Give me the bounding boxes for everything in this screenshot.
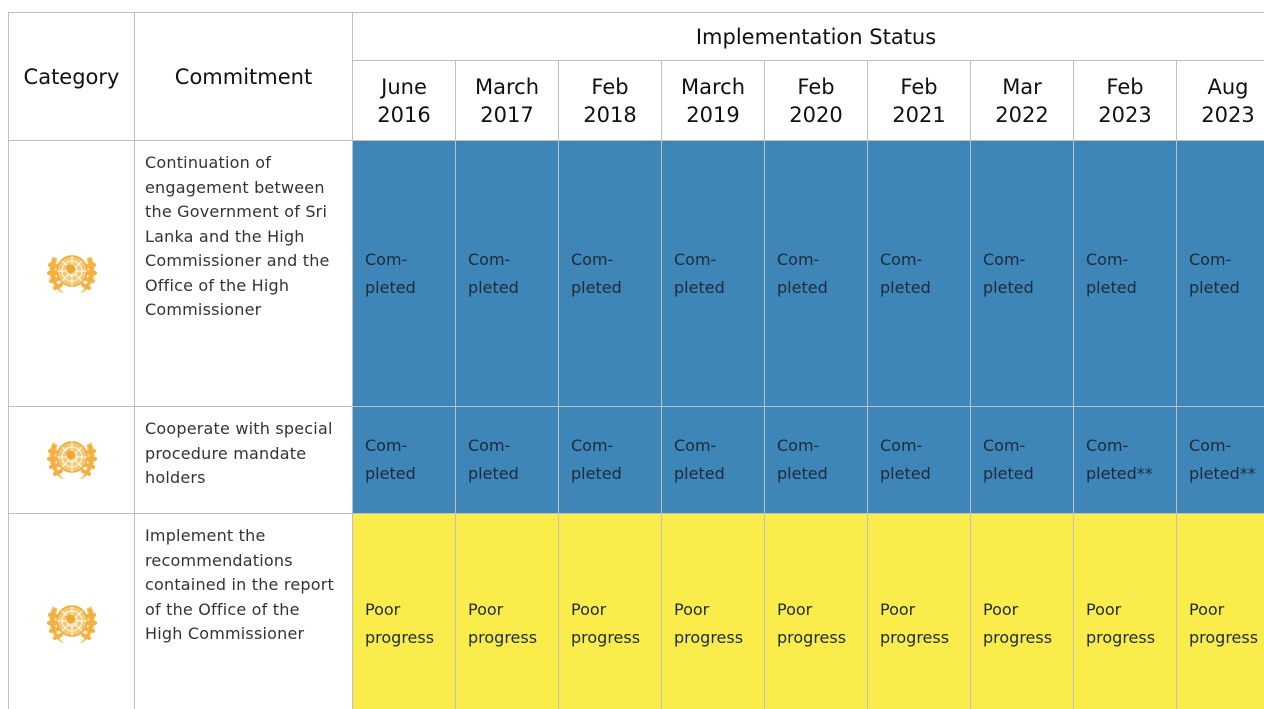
date-header: Feb 2020 [764,60,868,141]
status-cell: Poor progress [867,513,971,709]
status-cell: Poor progress [352,513,456,709]
date-header: Feb 2018 [558,60,662,141]
status-cell: Com-pleted [764,406,868,514]
status-text: Poor progress [674,599,744,647]
date-month: Aug [1207,74,1249,99]
date-header: Feb 2021 [867,60,971,141]
status-cell: Com-pleted [558,406,662,514]
date-month: Feb [797,74,835,99]
status-cell: Poor progress [661,513,765,709]
date-month: Feb [591,74,629,99]
commitment-cell: Continuation of engagement between the G… [134,140,353,407]
status-text: Poor progress [1086,599,1156,647]
status-cell: Com-pleted [661,140,765,407]
status-text: Com-pleted [777,436,828,483]
date-month: March [474,74,539,99]
category-header: Category [8,12,135,141]
status-text: Com-pleted [674,249,725,297]
status-text: Com-pleted** [1086,436,1153,483]
status-text: Poor progress [983,599,1053,647]
status-cell: Poor progress [970,513,1074,709]
status-cell: Com-pleted [867,140,971,407]
date-month: Feb [1106,74,1144,99]
date-year: 2019 [686,102,740,127]
status-cell: Poor progress [558,513,662,709]
status-cell: Com-pleted [1073,140,1177,407]
date-header: March 2017 [455,60,559,141]
row: Implement the recommendations contained … [8,513,1264,709]
commitment-cell: Implement the recommendations contained … [134,513,353,709]
date-header: Mar 2022 [970,60,1074,141]
status-text: Poor progress [777,599,847,647]
group-header: Implementation Status [351,12,1264,61]
status-table: Category Commitment Implementation Statu… [8,12,1264,709]
commitment-cell: Cooperate with special procedure mandate… [134,406,353,514]
date-year: 2022 [995,102,1049,127]
status-text: Com-pleted [365,436,416,483]
un-emblem [46,254,97,293]
date-month: Mar [1002,74,1042,99]
date-month: Feb [900,74,938,99]
status-cell: Com-pleted [661,406,765,514]
date-year: 2018 [583,102,637,127]
category-cell [8,406,135,514]
status-text: Com-pleted [983,436,1034,483]
status-cell: Com-pleted [970,140,1074,407]
date-year: 2021 [892,102,946,127]
status-cell: Com-pleted** [1073,406,1177,514]
status-text: Poor progress [1189,599,1259,647]
status-cell: Com-pleted [455,140,559,407]
status-text: Com-pleted [983,249,1034,297]
status-cell: Com-pleted** [1175,406,1264,514]
status-cell: Poor progress [1175,513,1264,709]
status-cell: Poor progress [1073,513,1177,709]
status-text: Com-pleted [571,249,622,297]
date-month: March [680,74,745,99]
date-header: June 2016 [352,60,456,141]
status-text: Poor progress [571,599,641,647]
un-emblem [46,441,97,480]
date-year: 2020 [789,102,843,127]
status-text: Com-pleted [468,249,519,297]
date-year: 2023 [1201,102,1255,127]
status-cell: Poor progress [455,513,559,709]
status-text: Com-pleted [1086,249,1137,297]
status-text: Com-pleted [880,436,931,483]
status-cell: Com-pleted [867,406,971,514]
status-text: Com-pleted [571,436,622,483]
status-cell: Com-pleted [1175,140,1264,407]
date-year: 2023 [1098,102,1152,127]
date-header: Aug 2023 [1175,60,1264,141]
status-cell: Com-pleted [352,406,456,514]
date-header: Feb 2023 [1073,60,1177,141]
status-text: Com-pleted [1189,249,1240,297]
status-text: Com-pleted [674,436,725,483]
category-cell [8,513,135,709]
status-text: Poor progress [468,599,538,647]
commitment-header: Commitment [134,12,353,141]
status-text: Com-pleted [777,249,828,297]
date-month: June [381,74,427,99]
status-cell: Com-pleted [455,406,559,514]
status-text: Com-pleted [365,249,416,297]
status-cell: Com-pleted [352,140,456,407]
status-cell: Com-pleted [764,140,868,407]
date-year: 2017 [480,102,534,127]
date-header: March 2019 [661,60,765,141]
date-year: 2016 [377,102,431,127]
row: Cooperate with special procedure mandate… [8,406,1264,514]
status-text: Poor progress [880,599,950,647]
un-emblem [46,604,97,643]
row: Continuation of engagement between the G… [8,140,1264,407]
status-text: Poor progress [365,599,435,647]
status-cell: Com-pleted [970,406,1074,514]
status-cell: Com-pleted [558,140,662,407]
category-cell [8,140,135,407]
status-text: Com-pleted [468,436,519,483]
status-text: Com-pleted** [1189,436,1256,483]
status-cell: Poor progress [764,513,868,709]
status-text: Com-pleted [880,249,931,297]
